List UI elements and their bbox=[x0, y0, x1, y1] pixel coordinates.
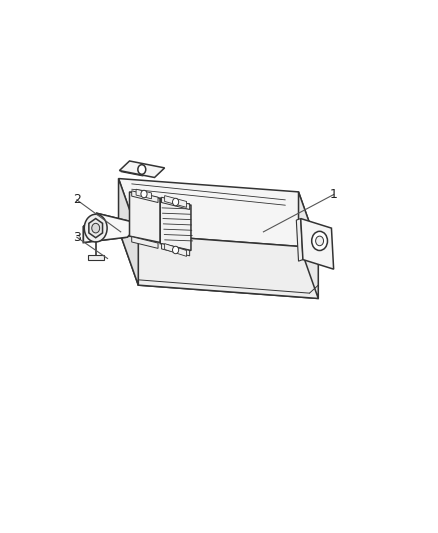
Circle shape bbox=[172, 246, 178, 254]
Polygon shape bbox=[296, 219, 302, 261]
Polygon shape bbox=[88, 255, 103, 260]
Polygon shape bbox=[298, 192, 318, 298]
Circle shape bbox=[311, 231, 327, 251]
Polygon shape bbox=[131, 237, 158, 248]
Polygon shape bbox=[119, 161, 164, 177]
Circle shape bbox=[141, 190, 147, 198]
Text: 3: 3 bbox=[73, 231, 81, 244]
Polygon shape bbox=[118, 179, 138, 285]
Polygon shape bbox=[161, 244, 189, 256]
Polygon shape bbox=[161, 197, 189, 209]
Circle shape bbox=[138, 165, 145, 174]
Text: 2: 2 bbox=[73, 193, 81, 206]
Polygon shape bbox=[83, 213, 140, 243]
Text: 1: 1 bbox=[329, 188, 337, 201]
Polygon shape bbox=[129, 192, 160, 243]
Polygon shape bbox=[83, 213, 140, 243]
Circle shape bbox=[315, 236, 323, 246]
Circle shape bbox=[172, 198, 178, 206]
Polygon shape bbox=[138, 235, 318, 298]
Polygon shape bbox=[118, 229, 318, 298]
Circle shape bbox=[84, 214, 107, 242]
Polygon shape bbox=[120, 165, 158, 176]
Circle shape bbox=[92, 223, 99, 233]
Polygon shape bbox=[164, 244, 186, 256]
Polygon shape bbox=[160, 198, 191, 251]
Polygon shape bbox=[164, 196, 186, 207]
Polygon shape bbox=[131, 191, 158, 203]
Polygon shape bbox=[136, 189, 151, 199]
Polygon shape bbox=[88, 219, 102, 238]
Polygon shape bbox=[118, 179, 318, 248]
Polygon shape bbox=[300, 219, 333, 269]
